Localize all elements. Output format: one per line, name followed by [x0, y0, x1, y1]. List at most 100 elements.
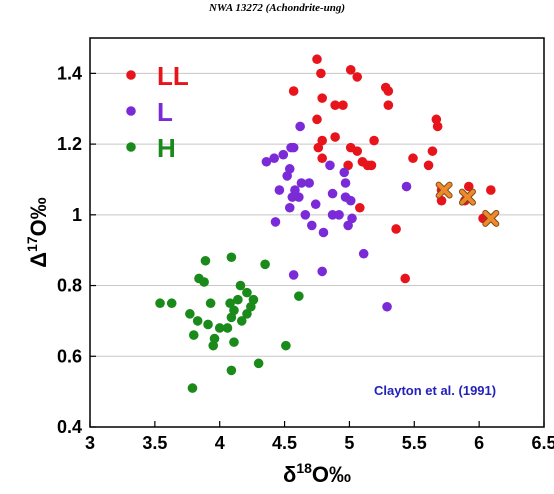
- series-l: [261, 121, 412, 312]
- y-tick-label: 1: [72, 205, 82, 225]
- data-point: [313, 142, 324, 153]
- data-point: [229, 337, 239, 347]
- data-point: [294, 291, 304, 301]
- x-tick-label: 6: [474, 433, 484, 453]
- x-tick-label: 6.5: [531, 433, 554, 453]
- data-point: [246, 301, 256, 312]
- series-h: [155, 252, 304, 393]
- data-point: [260, 259, 270, 270]
- data-point: [203, 319, 213, 330]
- data-point: [355, 202, 365, 213]
- data-point: [316, 68, 326, 79]
- data-point: [282, 171, 292, 181]
- legend-item-h: H: [126, 133, 176, 163]
- legend-marker: [126, 70, 136, 80]
- data-point: [304, 178, 315, 188]
- data-point: [200, 255, 211, 266]
- x-tick-label: 4.5: [272, 433, 297, 453]
- x-tick-label: 5: [344, 433, 354, 453]
- data-point: [352, 146, 363, 156]
- citation-annotation: Clayton et al. (1991): [374, 383, 496, 398]
- data-point: [253, 358, 264, 369]
- data-point: [226, 252, 237, 263]
- data-points: [155, 54, 500, 393]
- legend-label: H: [157, 133, 176, 163]
- data-point: [431, 114, 442, 125]
- data-point: [400, 273, 411, 284]
- data-point: [261, 156, 272, 167]
- data-point: [270, 217, 281, 227]
- data-point: [225, 298, 235, 309]
- data-point: [401, 181, 412, 192]
- data-point: [343, 220, 353, 231]
- data-point: [242, 309, 252, 319]
- data-point: [205, 298, 216, 309]
- data-point: [408, 153, 418, 164]
- data-point: [369, 135, 379, 146]
- data-point: [427, 146, 438, 156]
- data-point: [233, 294, 243, 305]
- legend-label: LL: [157, 61, 189, 91]
- data-point: [199, 277, 209, 287]
- axis-ticks: 0.4 0.6 0.8 1 1.2 1.4 3 3.5 4 4.5 5 5.5 6 6.5: [57, 63, 554, 453]
- data-point: [222, 323, 233, 333]
- data-point: [281, 340, 291, 351]
- legend-marker: [126, 142, 136, 152]
- data-point: [288, 142, 299, 153]
- data-point: [330, 132, 340, 142]
- x-tick-label: 5.5: [402, 433, 427, 453]
- data-point: [188, 330, 199, 340]
- data-point: [295, 121, 305, 132]
- data-point: [192, 316, 203, 326]
- data-point: [278, 149, 289, 160]
- y-tick-label: 0.8: [57, 276, 82, 296]
- data-point: [209, 333, 220, 344]
- data-point: [274, 185, 285, 195]
- data-point: [343, 160, 353, 171]
- data-point: [310, 199, 321, 210]
- legend-marker: [126, 106, 136, 116]
- x-tick-label: 4: [215, 433, 225, 453]
- legend-item-l: L: [126, 97, 173, 127]
- legend-label: L: [157, 97, 173, 127]
- data-point: [382, 301, 392, 312]
- data-point: [226, 312, 237, 323]
- data-point: [307, 220, 317, 231]
- data-point: [486, 185, 496, 195]
- data-point-x: [435, 181, 453, 199]
- data-point: [317, 266, 327, 277]
- data-point: [296, 178, 307, 188]
- data-point-x: [458, 188, 476, 206]
- data-point: [358, 248, 369, 259]
- data-point-x: [482, 209, 500, 227]
- data-point: [226, 365, 237, 376]
- data-point: [327, 188, 338, 199]
- data-point: [318, 227, 329, 238]
- data-point: [339, 167, 350, 178]
- data-point: [347, 213, 357, 224]
- plot-frame: [89, 37, 545, 428]
- data-point: [269, 153, 279, 164]
- data-point: [300, 210, 311, 220]
- data-point: [208, 340, 219, 351]
- data-point: [155, 298, 165, 309]
- data-point: [345, 65, 356, 75]
- data-point: [317, 93, 327, 103]
- data-point: [383, 86, 394, 96]
- data-point: [294, 192, 304, 202]
- data-point: [334, 210, 344, 220]
- data-point: [338, 100, 348, 110]
- data-point: [383, 100, 394, 110]
- data-point: [166, 298, 177, 309]
- data-point: [317, 153, 327, 164]
- x-tick-label: 3.5: [142, 433, 167, 453]
- data-point: [214, 323, 225, 333]
- data-point: [463, 181, 474, 192]
- x-axis-title: δ18O‰: [283, 460, 351, 487]
- data-point: [325, 160, 335, 171]
- data-point: [423, 160, 434, 171]
- data-point: [366, 160, 377, 171]
- data-point: [242, 287, 252, 298]
